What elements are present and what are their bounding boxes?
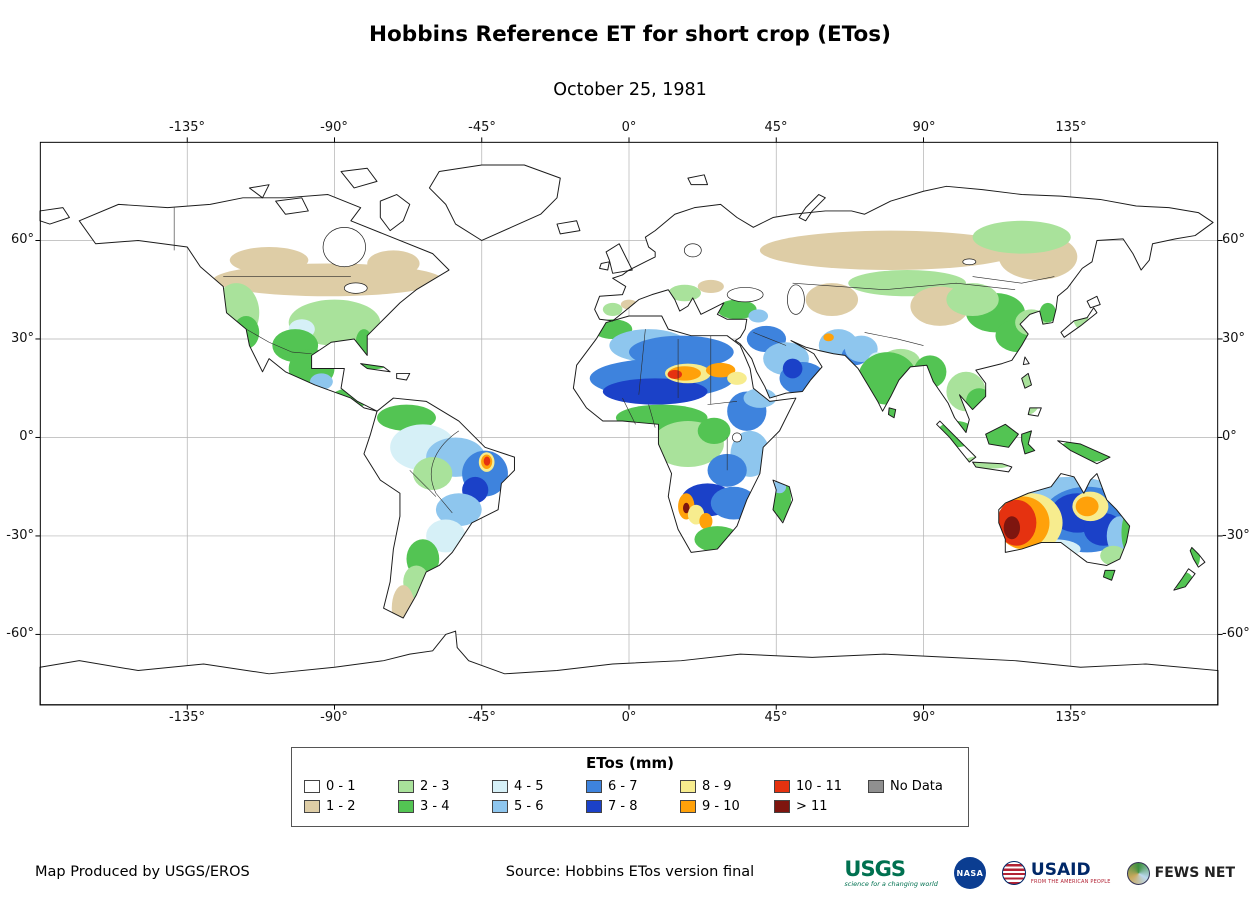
lon-label-bottom: -45° xyxy=(468,710,496,725)
legend-item: 5 - 6 xyxy=(492,796,586,816)
lakes xyxy=(322,226,977,443)
legend-item: 8 - 9 xyxy=(680,776,774,796)
legend-item: 0 - 1 xyxy=(304,776,398,796)
country-borders xyxy=(173,207,1055,514)
lat-label-left: 60° xyxy=(10,232,34,247)
lat-label-left: 0° xyxy=(19,429,34,444)
produced-by-text: Map Produced by USGS/EROS xyxy=(35,864,250,880)
legend-label: 2 - 3 xyxy=(420,778,450,794)
lon-label-bottom: 90° xyxy=(912,710,936,725)
lat-label-right: 60° xyxy=(1222,232,1246,247)
legend-label: 7 - 8 xyxy=(608,798,638,814)
legend-label: No Data xyxy=(890,778,943,794)
map-date: October 25, 1981 xyxy=(553,80,707,100)
source-text: Source: Hobbins ETos version final xyxy=(505,864,755,880)
logo-strip: USGS science for a changing world NASA U… xyxy=(844,852,1235,894)
legend-label: 5 - 6 xyxy=(514,798,544,814)
usgs-logo: USGS science for a changing world xyxy=(844,856,938,888)
legend-swatch xyxy=(304,779,320,793)
legend-label: 0 - 1 xyxy=(326,778,356,794)
world-map xyxy=(35,137,1223,710)
legend-swatch xyxy=(774,799,790,813)
legend-title: ETos (mm) xyxy=(586,754,674,772)
legend-swatch xyxy=(492,799,508,813)
nasa-logo: NASA xyxy=(953,857,986,889)
usaid-emblem-icon xyxy=(1001,861,1026,885)
legend: ETos (mm) 0 - 1 1 - 2 2 - 3 3 - 4 4 - 5 … xyxy=(291,747,969,827)
legend-swatch xyxy=(774,779,790,793)
lat-label-right: 30° xyxy=(1222,331,1246,346)
legend-item: 1 - 2 xyxy=(304,796,398,816)
legend-label: 4 - 5 xyxy=(514,778,544,794)
legend-swatch xyxy=(680,799,696,813)
lat-label-right: 0° xyxy=(1222,429,1237,444)
fewsnet-globe-icon xyxy=(1126,861,1150,885)
legend-item: 2 - 3 xyxy=(398,776,492,796)
fewsnet-logo: FEWS NET xyxy=(1126,861,1235,885)
usgs-tagline: science for a changing world xyxy=(844,879,938,888)
lon-label-top: -45° xyxy=(468,120,496,135)
lon-label-top: -135° xyxy=(168,120,206,135)
lat-label-left: -30° xyxy=(6,528,34,543)
lon-label-bottom: -90° xyxy=(320,710,348,725)
legend-swatch xyxy=(304,799,320,813)
legend-swatch xyxy=(586,799,602,813)
lon-label-bottom: 45° xyxy=(764,710,788,725)
legend-swatch xyxy=(586,779,602,793)
legend-label: 3 - 4 xyxy=(420,798,450,814)
map-canvas xyxy=(35,137,1223,710)
legend-swatch xyxy=(492,779,508,793)
legend-label: 6 - 7 xyxy=(608,778,638,794)
lat-label-left: -60° xyxy=(6,626,34,641)
lon-label-bottom: 0° xyxy=(621,710,637,725)
lon-label-top: 45° xyxy=(764,120,788,135)
nasa-logo-text: NASA xyxy=(956,868,984,878)
legend-swatch xyxy=(398,779,414,793)
axis-ticks xyxy=(35,137,1223,710)
page-title: Hobbins Reference ET for short crop (ETo… xyxy=(369,22,891,47)
legend-swatch xyxy=(398,799,414,813)
legend-label: 9 - 10 xyxy=(702,798,740,814)
legend-label: > 11 xyxy=(796,798,828,814)
legend-label: 10 - 11 xyxy=(796,778,843,794)
legend-swatch xyxy=(680,779,696,793)
lon-label-top: 135° xyxy=(1055,120,1087,135)
legend-grid: 0 - 1 1 - 2 2 - 3 3 - 4 4 - 5 5 - 6 6 - … xyxy=(292,772,968,816)
legend-item: 6 - 7 xyxy=(586,776,680,796)
lat-label-right: -30° xyxy=(1222,528,1250,543)
usaid-logo-text: USAID xyxy=(1030,859,1091,880)
lon-label-top: 0° xyxy=(621,120,637,135)
legend-item: 4 - 5 xyxy=(492,776,586,796)
lat-label-left: 30° xyxy=(10,331,34,346)
legend-item: 9 - 10 xyxy=(680,796,774,816)
legend-label: 1 - 2 xyxy=(326,798,356,814)
lon-label-bottom: 135° xyxy=(1055,710,1087,725)
lon-label-top: -90° xyxy=(320,120,348,135)
legend-swatch xyxy=(868,779,884,793)
legend-item: 10 - 11 xyxy=(774,776,868,796)
usaid-tagline: FROM THE AMERICAN PEOPLE xyxy=(1030,878,1111,885)
legend-item: 7 - 8 xyxy=(586,796,680,816)
usgs-logo-text: USGS xyxy=(844,856,906,881)
legend-item: > 11 xyxy=(774,796,868,816)
legend-label: 8 - 9 xyxy=(702,778,732,794)
lat-label-right: -60° xyxy=(1222,626,1250,641)
lon-label-top: 90° xyxy=(912,120,936,135)
legend-item: 3 - 4 xyxy=(398,796,492,816)
fewsnet-logo-text: FEWS NET xyxy=(1154,865,1235,881)
usaid-logo: USAID FROM THE AMERICAN PEOPLE xyxy=(1001,859,1111,885)
lon-label-bottom: -135° xyxy=(168,710,206,725)
map-frame-border xyxy=(35,137,1223,710)
legend-item: No Data xyxy=(868,776,962,796)
